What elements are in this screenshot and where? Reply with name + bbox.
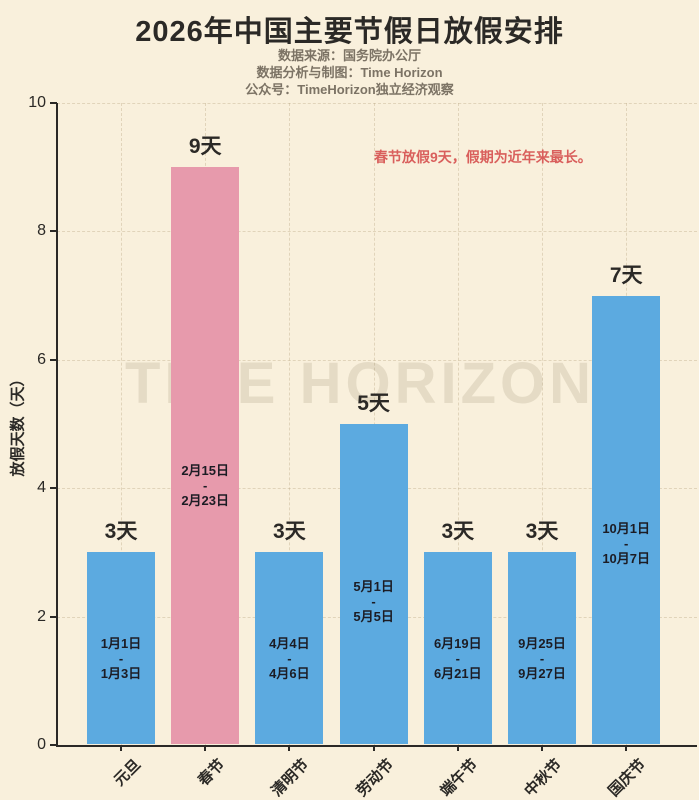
bar-value-label: 3天 — [525, 520, 559, 544]
date-range-line: - — [287, 651, 292, 667]
x-tick-label: 元旦 — [110, 756, 145, 790]
holiday-bar — [508, 552, 576, 744]
y-tick-label: 8 — [37, 222, 46, 240]
chart-subtitle: 数据来源：国务院办公厅 数据分析与制图：Time Horizon 公众号：Tim… — [0, 47, 699, 98]
date-range-line: 1月3日 — [100, 666, 142, 682]
holiday-bar — [255, 552, 324, 744]
horizontal-gridline — [57, 103, 697, 104]
y-tick-mark — [50, 102, 57, 104]
date-range-line: 6月19日 — [433, 636, 482, 652]
holiday-bar — [423, 552, 492, 744]
page-title: 2026年中国主要节假日放假安排 — [135, 16, 564, 48]
y-tick-mark — [50, 487, 57, 490]
horizontal-gridline — [57, 359, 697, 361]
x-tick-mark — [541, 745, 543, 751]
date-range-line: - — [118, 651, 124, 667]
date-range-line: - — [624, 535, 629, 551]
date-range-line: 2月23日 — [181, 492, 230, 508]
date-range-line: - — [371, 593, 376, 609]
bar-date-range: 9月25日 -9月27日 — [508, 636, 576, 681]
x-tick-mark — [372, 745, 375, 751]
date-range-line: 4月6日 — [269, 666, 310, 682]
bar-value-label: 3天 — [104, 520, 138, 544]
y-tick-mark — [50, 744, 57, 746]
date-range-line: 9月25日 — [518, 636, 566, 652]
subtitle-public-account: 公众号：TimeHorizon独立经济观察 — [245, 82, 454, 97]
x-tick-label: 劳动节 — [352, 756, 397, 800]
subtitle-data-source: 数据来源：国务院办公厅 — [277, 48, 421, 63]
bar-date-range: 1月1日 -1月3日 — [87, 636, 155, 681]
holiday-bar — [339, 424, 408, 744]
date-range-line: 9月27日 — [518, 666, 566, 682]
y-tick-label: 2 — [37, 607, 46, 625]
x-tick-label: 端午节 — [437, 756, 481, 800]
x-tick-mark — [456, 745, 459, 751]
date-range-line: - — [455, 651, 460, 667]
bar-value-label: 5天 — [357, 392, 390, 415]
holiday-bar — [87, 552, 155, 744]
x-tick-label: 春节 — [195, 756, 229, 790]
y-axis-line — [56, 103, 58, 747]
horizontal-gridline — [57, 231, 697, 233]
date-range-line: 2月15日 — [181, 462, 230, 478]
bar-date-range: 2月15日 -2月23日 — [171, 463, 239, 508]
x-tick-mark — [120, 745, 122, 751]
y-tick-label: 0 — [37, 736, 46, 753]
bar-value-label: 3天 — [441, 520, 475, 544]
x-tick-label: 国庆节 — [605, 756, 650, 800]
y-tick-mark — [50, 615, 57, 618]
date-range-line: 4月4日 — [269, 636, 310, 652]
date-range-line: 5月1日 — [353, 578, 394, 594]
vertical-gridline — [121, 103, 122, 745]
date-range-line: - — [539, 651, 545, 667]
y-tick-label: 4 — [37, 479, 46, 497]
date-range-line: 1月1日 — [100, 636, 142, 652]
y-axis-title: 放假天数（天） — [9, 371, 27, 477]
y-tick-label: 10 — [28, 94, 46, 111]
annotation-spring-festival: 春节放假9天，假期为近年来最长。 — [374, 149, 592, 165]
holiday-bar — [171, 167, 240, 744]
date-range-line: 10月7日 — [602, 550, 651, 566]
bar-date-range: 6月19日 -6月21日 — [424, 636, 492, 681]
x-axis-line — [56, 745, 697, 747]
y-tick-label: 6 — [37, 350, 46, 368]
x-tick-label: 中秋节 — [521, 756, 566, 800]
vertical-gridline — [542, 103, 543, 745]
date-range-line: 10月1日 — [602, 520, 651, 536]
date-range-line: 6月21日 — [433, 666, 482, 682]
vertical-gridline — [289, 103, 291, 745]
bar-date-range: 10月1日 -10月7日 — [592, 521, 660, 566]
x-tick-mark — [288, 745, 291, 751]
x-tick-mark — [625, 745, 628, 751]
bar-date-range: 4月4日 -4月6日 — [255, 636, 323, 681]
bar-value-label: 7天 — [609, 263, 643, 287]
y-tick-mark — [50, 358, 57, 361]
holiday-bar — [592, 295, 661, 744]
bar-date-range: 5月1日 -5月5日 — [340, 579, 408, 624]
date-range-line: - — [203, 477, 208, 493]
subtitle-analysis-credit: 数据分析与制图：Time Horizon — [256, 65, 443, 80]
x-tick-label: 清明节 — [268, 756, 313, 800]
x-tick-mark — [204, 745, 207, 751]
bar-value-label: 9天 — [188, 135, 222, 159]
vertical-gridline — [457, 103, 459, 745]
bar-value-label: 3天 — [273, 520, 306, 544]
date-range-line: 5月5日 — [353, 608, 394, 624]
y-tick-mark — [50, 230, 57, 233]
